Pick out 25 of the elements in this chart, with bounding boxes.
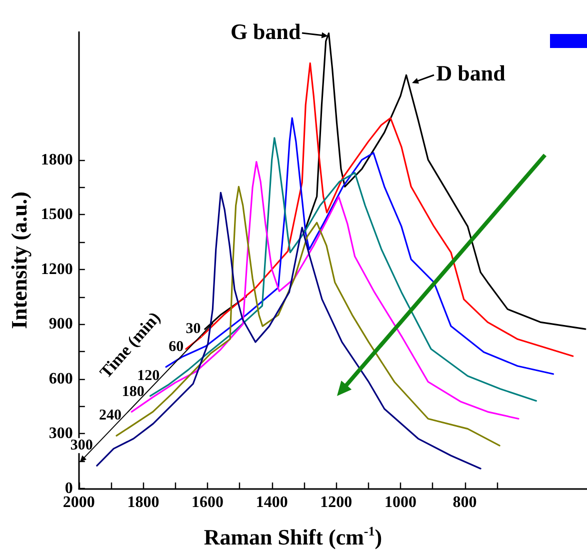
y-tick-label: 1500 <box>40 206 73 224</box>
y-tick-label: 600 <box>48 370 73 388</box>
y-axis-title: Intensity (a.u.) <box>6 191 32 330</box>
line-series <box>96 192 482 470</box>
x-tick-label: 800 <box>452 494 477 511</box>
series-label: 240 <box>99 408 122 424</box>
annotation: D band <box>436 60 506 86</box>
series-label: 120 <box>137 368 160 384</box>
y-tick-label: 1800 <box>40 151 73 168</box>
series-label: 30 <box>186 320 201 337</box>
x-tick-label: 1400 <box>256 494 288 511</box>
x-tick-label: 2000 <box>62 494 95 511</box>
y-tick-label: 1200 <box>40 260 73 278</box>
y-tick-label: 900 <box>48 316 73 333</box>
line-series <box>165 117 554 375</box>
series-label: 300 <box>70 438 93 454</box>
series-label: 60 <box>168 338 184 355</box>
y-tick-label: 0 <box>64 480 73 497</box>
x-tick-label: 1000 <box>384 494 416 511</box>
line-series <box>185 62 574 357</box>
annotation: G band <box>230 18 301 44</box>
x-tick-label: 1600 <box>192 494 224 511</box>
x-tick-label: 1800 <box>127 494 160 511</box>
x-tick-label: 1200 <box>320 494 352 511</box>
series-label: 180 <box>122 384 144 400</box>
